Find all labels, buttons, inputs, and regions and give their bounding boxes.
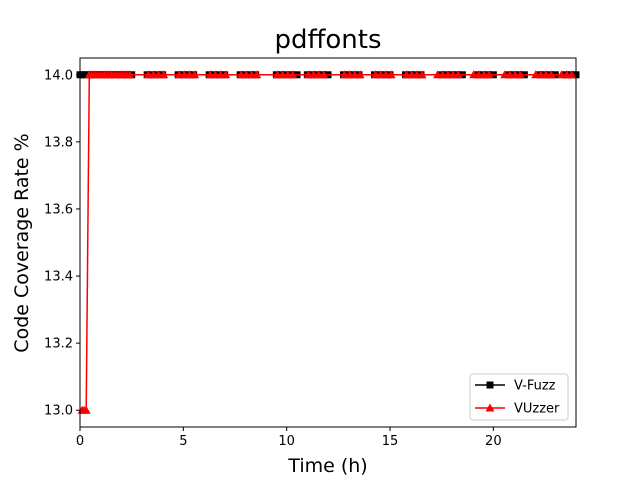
- x-ticks: 0 5 10 15 20: [76, 427, 502, 449]
- data-point-vuzzer: [355, 70, 365, 79]
- x-tick-label: 10: [278, 434, 295, 449]
- data-point-vuzzer: [288, 70, 298, 79]
- legend-label-vfuzz: V-Fuzz: [514, 379, 556, 394]
- data-point-vuzzer: [453, 70, 463, 79]
- data-point-vuzzer: [252, 70, 262, 79]
- series-layer: [76, 70, 580, 414]
- data-point-vuzzer: [567, 70, 577, 79]
- data-point-vuzzer: [484, 70, 494, 79]
- y-ticks: 13.0 13.2 13.4 13.6 13.8 14.0: [44, 68, 80, 419]
- plot-area: [80, 58, 576, 427]
- data-point-vuzzer: [81, 405, 91, 414]
- y-tick-label: 14.0: [44, 68, 73, 83]
- data-point-vuzzer: [515, 70, 525, 79]
- x-tick-label: 20: [485, 434, 502, 449]
- data-point-vuzzer: [190, 70, 200, 79]
- legend: V-Fuzz VUzzer: [469, 373, 569, 421]
- y-tick-label: 13.2: [44, 337, 73, 352]
- legend-marker-vuzzer: [485, 403, 495, 412]
- y-axis-label: Code Coverage Rate %: [11, 133, 33, 352]
- x-tick-label: 5: [179, 434, 187, 449]
- y-tick-label: 13.0: [44, 404, 73, 419]
- x-axis-label: Time (h): [287, 455, 367, 477]
- data-point-vuzzer: [125, 70, 135, 79]
- legend-label-vuzzer: VUzzer: [514, 402, 560, 417]
- x-tick-label: 15: [382, 434, 399, 449]
- chart-title: pdffonts: [274, 25, 381, 55]
- data-point-vuzzer: [159, 70, 169, 79]
- y-tick-label: 13.4: [44, 270, 73, 285]
- plot-frame: [79, 57, 577, 428]
- data-point-vuzzer: [221, 70, 231, 79]
- legend-marker-vfuzz: [486, 381, 494, 389]
- data-point-vuzzer: [386, 70, 396, 79]
- data-point-vuzzer: [417, 70, 427, 79]
- data-point-vuzzer: [319, 70, 329, 79]
- y-tick-label: 13.8: [44, 135, 73, 150]
- data-point-vuzzer: [546, 70, 556, 79]
- x-tick-label: 0: [76, 434, 84, 449]
- y-tick-label: 13.6: [44, 202, 73, 217]
